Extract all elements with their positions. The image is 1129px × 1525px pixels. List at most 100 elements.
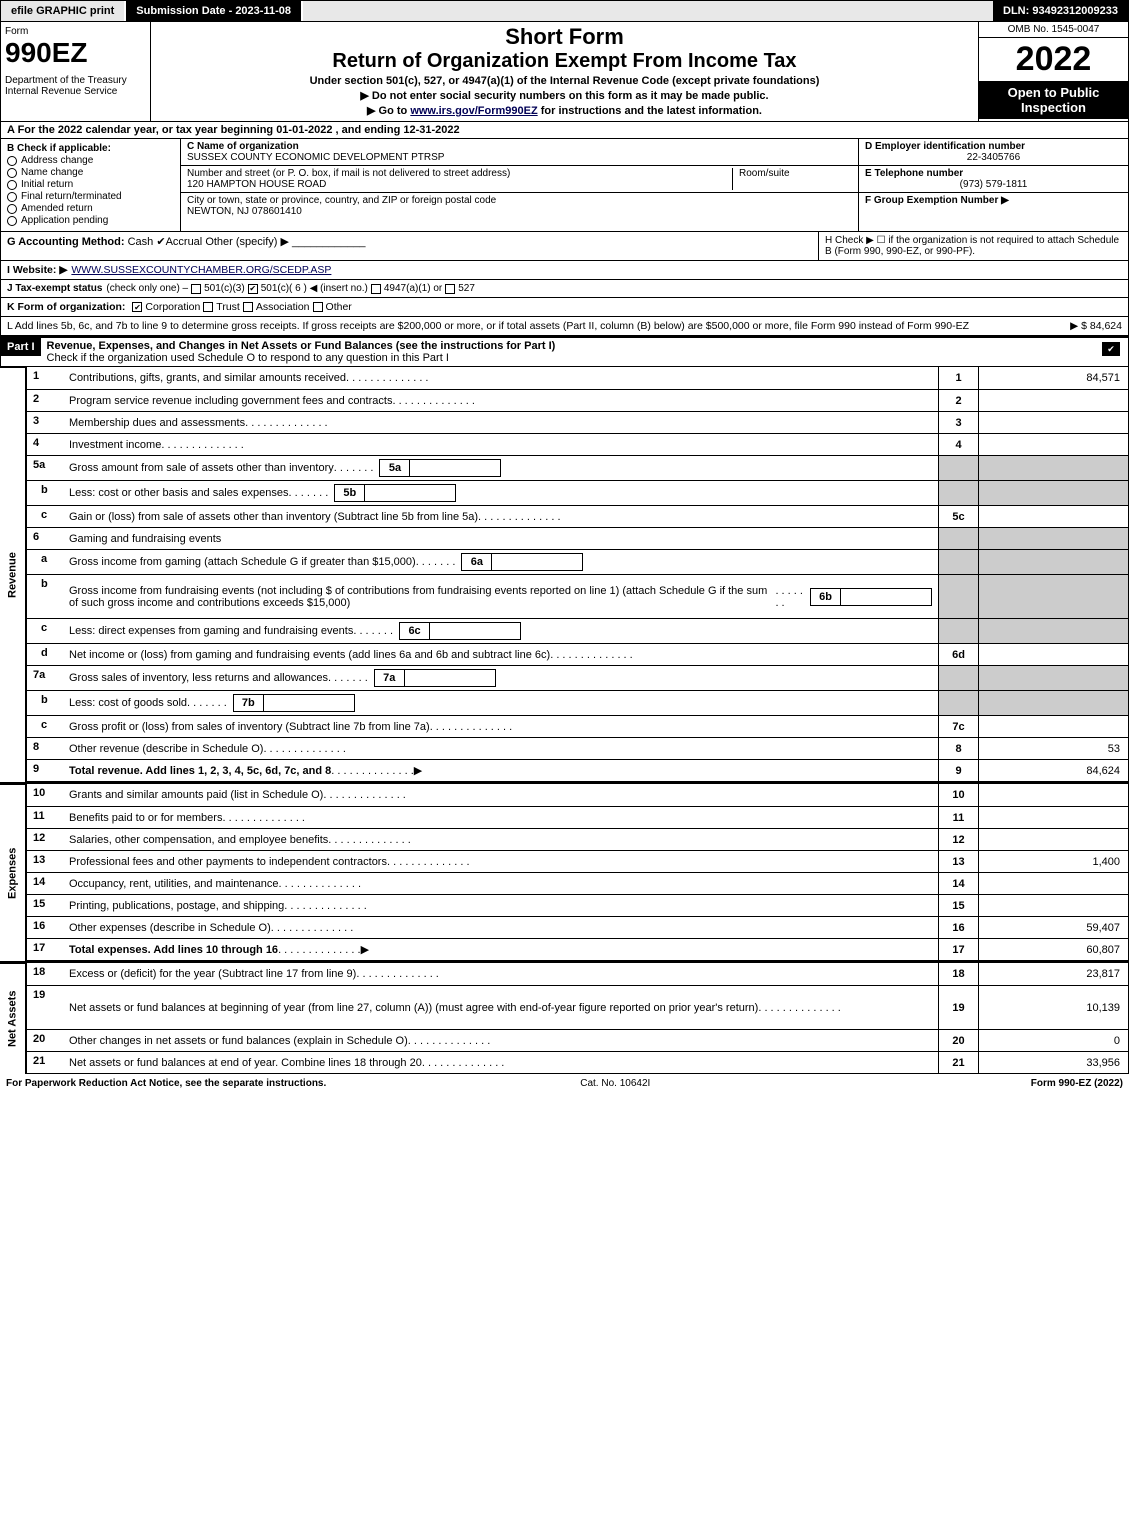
j-4947-checkbox[interactable] <box>371 284 381 294</box>
line-num: 5a <box>27 456 63 480</box>
line-text: Program service revenue including govern… <box>63 390 938 411</box>
line-14: 14Occupancy, rent, utilities, and mainte… <box>27 872 1128 894</box>
b-label: B Check if applicable: <box>7 143 174 154</box>
l-text: L Add lines 5b, 6c, and 7b to line 9 to … <box>7 320 969 332</box>
line-ref-num: 9 <box>938 760 978 781</box>
k-o2: Trust <box>216 301 240 313</box>
header-right: OMB No. 1545-0047 2022 Open to Public In… <box>978 22 1128 121</box>
line-num: 21 <box>27 1052 63 1073</box>
line-amount: 33,956 <box>978 1052 1128 1073</box>
website-link[interactable]: WWW.SUSSEXCOUNTYCHAMBER.ORG/SCEDP.ASP <box>71 264 331 276</box>
line-amount: 0 <box>978 1030 1128 1051</box>
subtitle-1: Under section 501(c), 527, or 4947(a)(1)… <box>157 75 972 87</box>
line-num: 20 <box>27 1030 63 1051</box>
line-amount: 1,400 <box>978 851 1128 872</box>
k-other-checkbox[interactable] <box>313 302 323 312</box>
chk-address[interactable]: Address change <box>7 155 174 166</box>
room-label: Room/suite <box>739 168 790 179</box>
line-d: dNet income or (loss) from gaming and fu… <box>27 643 1128 665</box>
line-20: 20Other changes in net assets or fund ba… <box>27 1029 1128 1051</box>
line-text: Grants and similar amounts paid (list in… <box>63 784 938 806</box>
line-text: Net assets or fund balances at beginning… <box>63 986 938 1029</box>
line-num: 1 <box>27 367 63 389</box>
line-16: 16Other expenses (describe in Schedule O… <box>27 916 1128 938</box>
line-num: b <box>27 575 63 618</box>
line-4: 4Investment income . . . . . . . . . . .… <box>27 433 1128 455</box>
k-trust-checkbox[interactable] <box>203 302 213 312</box>
chk-final[interactable]: Final return/terminated <box>7 191 174 202</box>
form-number: 990EZ <box>5 37 146 69</box>
line-9: 9Total revenue. Add lines 1, 2, 3, 4, 5c… <box>27 759 1128 781</box>
line-num: d <box>27 644 63 665</box>
line-l: L Add lines 5b, 6c, and 7b to line 9 to … <box>0 317 1129 336</box>
header-center: Short Form Return of Organization Exempt… <box>151 22 978 121</box>
ein-value: 22-3405766 <box>865 152 1122 163</box>
netassets-grid: 18Excess or (deficit) for the year (Subt… <box>26 963 1129 1074</box>
line-amount <box>978 644 1128 665</box>
chk-pending[interactable]: Application pending <box>7 215 174 226</box>
org-name: SUSSEX COUNTY ECONOMIC DEVELOPMENT PTRSP <box>187 152 444 163</box>
part1-title: Revenue, Expenses, and Changes in Net As… <box>41 338 1094 366</box>
j-501c3-checkbox[interactable] <box>191 284 201 294</box>
chk-initial-lbl: Initial return <box>21 179 73 190</box>
org-city: NEWTON, NJ 078601410 <box>187 206 302 217</box>
line-text: Less: cost of goods sold . . . . . . . 7… <box>63 691 938 715</box>
line-ref-num: 3 <box>938 412 978 433</box>
line-amount <box>978 481 1128 505</box>
group-label: F Group Exemption Number ▶ <box>865 195 1009 206</box>
inline-amount-box: 6b <box>810 588 932 606</box>
sub3-post: for instructions and the latest informat… <box>538 105 762 117</box>
inline-amount-box: 7b <box>233 694 355 712</box>
inline-amount-box: 5a <box>379 459 501 477</box>
line-text: Contributions, gifts, grants, and simila… <box>63 367 938 389</box>
line-10: 10Grants and similar amounts paid (list … <box>27 784 1128 806</box>
c-city-row: City or town, state or province, country… <box>181 193 858 219</box>
dept-label: Department of the Treasury Internal Reve… <box>5 75 146 97</box>
line-num: 6 <box>27 528 63 549</box>
part1-schedule-o-checkbox[interactable]: ✔ <box>1102 342 1120 356</box>
line-num: 17 <box>27 939 63 960</box>
org-street: 120 HAMPTON HOUSE ROAD <box>187 179 326 190</box>
line-b: bLess: cost of goods sold . . . . . . . … <box>27 690 1128 715</box>
inline-amount-box: 6c <box>399 622 521 640</box>
line-k: K Form of organization: ✔Corporation Tru… <box>0 298 1129 317</box>
line-amount <box>978 873 1128 894</box>
line-ref-num: 17 <box>938 939 978 960</box>
k-assoc-checkbox[interactable] <box>243 302 253 312</box>
k-o3: Association <box>256 301 310 313</box>
inline-amount-box: 5b <box>334 484 456 502</box>
j-501c-checkbox[interactable]: ✔ <box>248 284 258 294</box>
k-corp-checkbox[interactable]: ✔ <box>132 302 142 312</box>
line-12: 12Salaries, other compensation, and empl… <box>27 828 1128 850</box>
tel-value: (973) 579-1811 <box>865 179 1122 190</box>
efile-print-button[interactable]: efile GRAPHIC print <box>1 1 126 21</box>
line-num: 7a <box>27 666 63 690</box>
i-label: I Website: ▶ <box>7 264 67 276</box>
line-num: 11 <box>27 807 63 828</box>
line-ref-num: 10 <box>938 784 978 806</box>
chk-amended[interactable]: Amended return <box>7 203 174 214</box>
chk-initial[interactable]: Initial return <box>7 179 174 190</box>
form-header: Form 990EZ Department of the Treasury In… <box>0 22 1129 122</box>
line-21: 21Net assets or fund balances at end of … <box>27 1051 1128 1073</box>
line-ref-num: 18 <box>938 963 978 985</box>
line-ref-num: 12 <box>938 829 978 850</box>
topbar-spacer <box>303 1 993 21</box>
col-c: C Name of organization SUSSEX COUNTY ECO… <box>181 139 858 231</box>
j-527-checkbox[interactable] <box>445 284 455 294</box>
line-ref-num <box>938 456 978 480</box>
line-text: Total revenue. Add lines 1, 2, 3, 4, 5c,… <box>63 760 938 781</box>
line-text: Printing, publications, postage, and shi… <box>63 895 938 916</box>
line-ref-num: 13 <box>938 851 978 872</box>
line-3: 3Membership dues and assessments . . . .… <box>27 411 1128 433</box>
other-lbl: Other (specify) ▶ <box>205 236 289 248</box>
irs-link[interactable]: www.irs.gov/Form990EZ <box>410 105 537 117</box>
line-b: bGross income from fundraising events (n… <box>27 574 1128 618</box>
chk-final-lbl: Final return/terminated <box>21 191 122 202</box>
chk-name[interactable]: Name change <box>7 167 174 178</box>
d-ein: D Employer identification number 22-3405… <box>859 139 1128 166</box>
line-text: Net income or (loss) from gaming and fun… <box>63 644 938 665</box>
accrual-checkbox[interactable]: ✔ <box>156 236 165 248</box>
line-18: 18Excess or (deficit) for the year (Subt… <box>27 963 1128 985</box>
line-amount <box>978 666 1128 690</box>
